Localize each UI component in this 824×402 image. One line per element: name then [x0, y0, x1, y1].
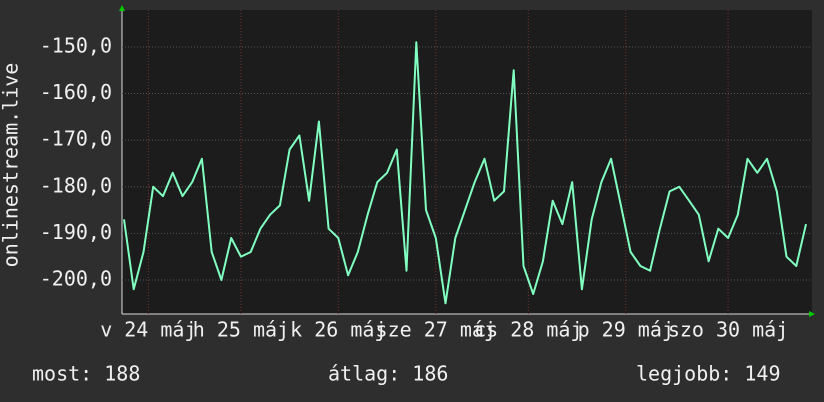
y-tick-label: -200,0 [40, 266, 112, 290]
y-tick-label: -190,0 [40, 220, 112, 244]
x-tick-label: h 25 máj [193, 318, 289, 342]
y-axis-label: onlinestream.live [0, 63, 23, 268]
footer-average: átlag: 186 [328, 362, 448, 386]
plot-area [122, 10, 812, 314]
x-tick-label: k 26 máj [290, 318, 386, 342]
y-arrow [119, 5, 125, 11]
y-tick-label: -150,0 [40, 33, 112, 57]
x-tick-label: sze 27 máj [376, 318, 496, 342]
y-tick-label: -170,0 [40, 127, 112, 151]
x-tick-label: v 24 máj [100, 318, 196, 342]
x-arrow [809, 311, 815, 317]
y-tick-label: -160,0 [40, 80, 112, 104]
x-tick-label: p 29 máj [578, 318, 674, 342]
y-tick-label: -180,0 [40, 173, 112, 197]
footer-current: most: 188 [32, 362, 140, 386]
data-line [123, 41, 807, 305]
footer-best: legjobb: 149 [636, 362, 781, 386]
x-tick-label: cs 28 máj [474, 318, 582, 342]
x-tick-label: szo 30 máj [668, 318, 788, 342]
